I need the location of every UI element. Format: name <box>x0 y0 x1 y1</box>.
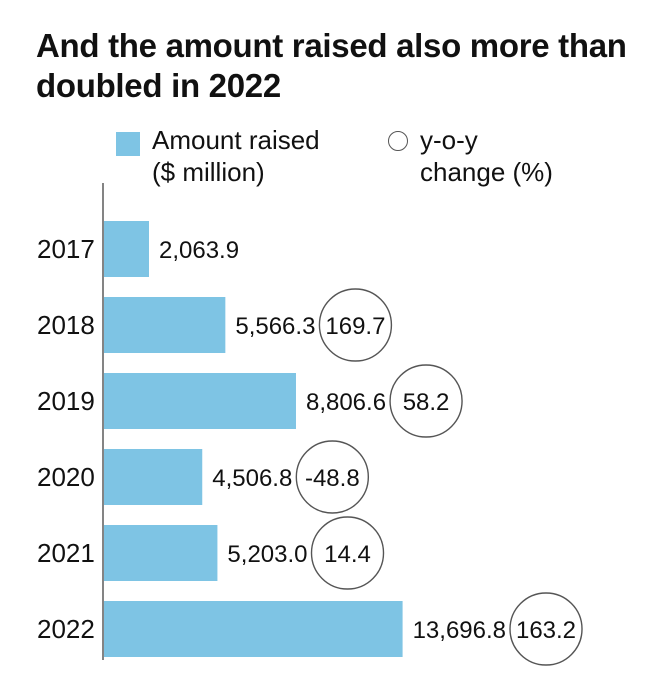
legend-label-yoy-line2: change (%) <box>420 157 553 187</box>
yoy-circle <box>310 516 385 590</box>
bar <box>104 525 218 581</box>
yoy-value-label: 163.2 <box>516 617 576 644</box>
chart-title: And the amount raised also more than dou… <box>36 27 627 104</box>
legend-circle-yoy-icon <box>388 131 408 151</box>
yoy-value-label: 14.4 <box>324 541 371 568</box>
yoy-circle <box>318 288 393 362</box>
bar <box>104 449 203 505</box>
bar-value-label: 5,566.3 <box>235 313 315 340</box>
yoy-value-label: -48.8 <box>305 465 360 492</box>
legend-label-amount-line2: ($ million) <box>152 157 265 187</box>
bar <box>104 601 403 657</box>
legend-label-yoy: y-o-y change (%) <box>420 124 553 188</box>
legend-label-amount-line1: Amount raised <box>152 125 320 155</box>
y-tick-label: 2018 <box>37 310 95 340</box>
y-tick-label: 2020 <box>37 462 95 492</box>
bar-value-label: 13,696.8 <box>413 617 506 644</box>
legend-label-yoy-line1: y-o-y <box>420 125 478 155</box>
legend-label-amount: Amount raised ($ million) <box>152 124 320 188</box>
yoy-circle <box>295 440 370 514</box>
yoy-value-label: 58.2 <box>403 389 450 416</box>
bar-value-label: 4,506.8 <box>212 465 292 492</box>
bar <box>104 221 149 277</box>
y-tick-label: 2017 <box>37 234 95 264</box>
y-tick-label: 2022 <box>37 614 95 644</box>
legend-swatch-amount <box>116 132 140 156</box>
yoy-circle <box>389 364 463 438</box>
yoy-value-label: 169.7 <box>325 313 385 340</box>
bar <box>104 373 296 429</box>
y-tick-label: 2021 <box>37 538 95 568</box>
yoy-circle <box>509 592 583 666</box>
bar-value-label: 2,063.9 <box>159 237 239 264</box>
bar <box>104 297 226 353</box>
y-tick-label: 2019 <box>37 386 95 416</box>
bar-value-label: 5,203.0 <box>227 541 307 568</box>
bar-value-label: 8,806.6 <box>306 389 386 416</box>
